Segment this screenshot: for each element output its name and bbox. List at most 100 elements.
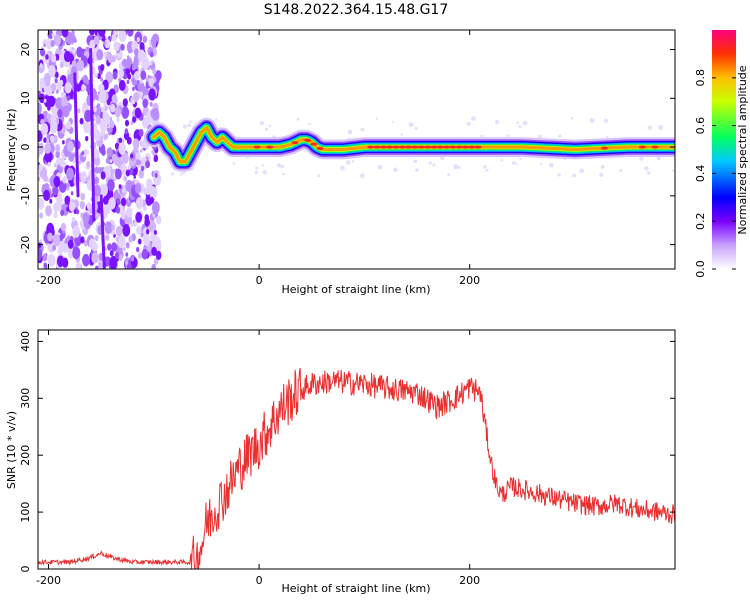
- noise-dot: [189, 120, 193, 124]
- noise-dot: [259, 121, 265, 126]
- noise-blob: [139, 78, 144, 84]
- noise-blob: [44, 150, 53, 164]
- noise-blob: [52, 244, 57, 251]
- noise-blob: [121, 188, 125, 194]
- noise-streak: [73, 72, 80, 198]
- snr-y-tick-label: 0: [19, 566, 32, 573]
- spectrogram-x-tick-label: 0: [256, 274, 263, 287]
- noise-blob: [125, 252, 129, 257]
- noise-blob: [118, 235, 126, 248]
- noise-blob: [46, 222, 55, 236]
- noise-dot: [414, 126, 418, 130]
- noise-blob: [137, 49, 146, 63]
- noise-dot: [589, 118, 595, 124]
- noise-blob: [54, 71, 59, 78]
- noise-dot: [413, 159, 418, 164]
- noise-blob: [106, 147, 113, 158]
- noise-blob: [92, 105, 97, 113]
- noise-blob: [104, 38, 111, 49]
- noise-blob: [55, 144, 61, 153]
- noise-blob: [149, 186, 158, 199]
- noise-blob: [142, 35, 148, 43]
- noise-blob: [72, 47, 77, 55]
- ridge-peak: [386, 145, 394, 149]
- noise-blob: [151, 263, 157, 269]
- noise-dot: [511, 161, 516, 165]
- noise-blob: [38, 130, 43, 142]
- noise-blob: [118, 142, 127, 155]
- noise-blob: [98, 262, 103, 269]
- noise-blob: [71, 60, 77, 69]
- noise-blob: [66, 140, 74, 153]
- noise-blob: [108, 197, 116, 210]
- spectrogram-frame: [37, 29, 676, 270]
- noise-blob: [139, 42, 145, 51]
- noise-dot: [519, 157, 522, 161]
- noise-dot: [393, 167, 398, 172]
- snr-line: [38, 367, 675, 569]
- noise-blob: [71, 30, 75, 36]
- noise-blob: [43, 137, 47, 144]
- noise-blob: [93, 149, 99, 159]
- noise-blob: [103, 41, 106, 46]
- colorbar: 0.0 0.2 0.4 0.6 0.8 Normalized spectral ampl…: [694, 30, 749, 278]
- noise-blob: [64, 195, 71, 205]
- noise-blob: [120, 164, 128, 176]
- noise-blob: [78, 160, 82, 165]
- ridge-peak: [398, 145, 406, 149]
- noise-dot: [483, 165, 487, 169]
- noise-dot: [264, 127, 269, 132]
- noise-blob: [140, 165, 145, 172]
- noise-blob: [86, 202, 92, 210]
- noise-blob: [126, 79, 130, 85]
- noise-dot: [539, 162, 543, 166]
- noise-blob: [66, 94, 71, 101]
- noise-blob: [149, 60, 153, 66]
- noise-blob: [57, 109, 63, 118]
- noise-blob: [153, 229, 157, 235]
- noise-blob: [123, 247, 126, 252]
- noise-blob: [155, 70, 162, 81]
- noise-blob: [149, 101, 153, 107]
- noise-blob: [134, 107, 142, 119]
- noise-blob: [81, 83, 87, 93]
- noise-dot: [182, 124, 188, 129]
- noise-blob: [59, 61, 64, 69]
- noise-blob: [107, 166, 112, 173]
- noise-blob: [104, 133, 109, 139]
- noise-blob: [38, 102, 42, 115]
- noise-blob: [93, 129, 101, 142]
- noise-blob: [66, 167, 74, 181]
- colorbar-tick-label: 0.8: [694, 69, 707, 87]
- snr-frame: [37, 329, 676, 570]
- noise-blob: [106, 98, 111, 106]
- noise-blob: [45, 85, 53, 97]
- noise-blob: [82, 74, 88, 84]
- noise-blob: [115, 43, 119, 50]
- noise-blob: [98, 90, 107, 104]
- noise-blob: [53, 176, 61, 188]
- noise-blob: [106, 127, 110, 132]
- noise-blob: [80, 192, 85, 201]
- snr-x-tick-label: 0: [256, 574, 263, 587]
- noise-dot: [268, 124, 271, 128]
- noise-blob: [73, 209, 77, 214]
- noise-blob: [109, 159, 113, 164]
- noise-dot: [506, 134, 509, 138]
- noise-blob: [151, 108, 160, 121]
- noise-blob: [115, 206, 121, 214]
- noise-blob: [40, 142, 44, 148]
- noise-blob: [115, 168, 122, 180]
- noise-blob: [39, 63, 43, 69]
- noise-blob: [80, 171, 88, 183]
- ridge-peak: [253, 145, 261, 149]
- noise-blob: [43, 94, 52, 108]
- noise-blob: [134, 182, 142, 194]
- spectrogram-x-label: Height of straight line (km): [281, 283, 430, 296]
- noise-blob: [73, 153, 76, 158]
- noise-dot: [453, 164, 459, 170]
- noise-dot: [347, 129, 353, 135]
- noise-blob: [132, 86, 135, 92]
- ridge-peak: [405, 145, 413, 149]
- noise-blob: [38, 200, 41, 207]
